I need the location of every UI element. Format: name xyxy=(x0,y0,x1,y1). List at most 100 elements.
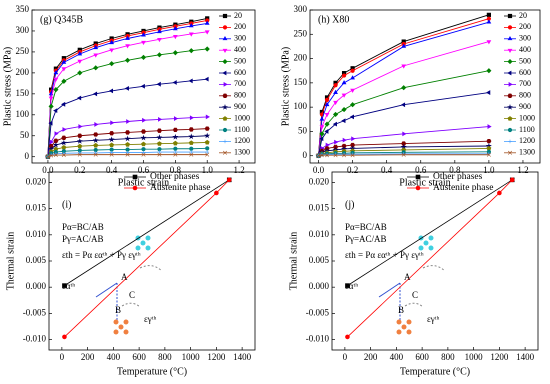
marker xyxy=(93,132,99,137)
marker xyxy=(77,51,83,56)
legend-marker xyxy=(507,59,513,65)
marker xyxy=(324,129,329,134)
marker xyxy=(173,152,178,157)
marker xyxy=(341,73,347,78)
annotation: B xyxy=(115,305,121,315)
annotation: Pγ=AC/AB xyxy=(345,234,387,244)
marker xyxy=(52,141,59,148)
x-tick-label: 0.2 xyxy=(74,165,85,175)
y-tick-label: 0.005 xyxy=(26,255,47,265)
y-tick-label: 100 xyxy=(16,109,30,119)
dashed-curve xyxy=(139,265,163,272)
marker xyxy=(350,142,356,148)
legend-label: 400 xyxy=(519,45,531,54)
y-tick-label: 0.005 xyxy=(309,255,330,265)
marker xyxy=(172,35,178,40)
x-tick-label: 0.0 xyxy=(42,165,54,175)
legend-label: 1300 xyxy=(519,148,535,157)
marker xyxy=(172,26,178,31)
marker xyxy=(324,101,330,107)
marker xyxy=(324,121,330,127)
marker xyxy=(319,131,325,137)
marker xyxy=(332,111,339,118)
marker xyxy=(140,134,147,141)
legend-label: 500 xyxy=(519,56,531,65)
x-tick-label: 0 xyxy=(343,352,348,362)
marker xyxy=(345,283,350,288)
marker xyxy=(124,86,129,91)
annotation: εth = Pα εαᵗʰ + Pγ εγᵗʰ xyxy=(62,250,141,260)
legend-label: 1000 xyxy=(519,113,535,122)
marker xyxy=(93,44,99,50)
y-tick-label: 0.015 xyxy=(26,203,47,213)
marker xyxy=(188,127,194,132)
y-tick-label: 200 xyxy=(294,53,308,63)
marker xyxy=(188,140,194,145)
marker xyxy=(173,150,178,154)
marker xyxy=(125,150,130,155)
panel-title: (h) X80 xyxy=(318,14,349,25)
marker xyxy=(156,52,163,58)
construction-line xyxy=(378,282,401,298)
legend-label: 200 xyxy=(519,22,531,31)
marker xyxy=(189,115,195,121)
marker xyxy=(53,77,59,82)
legend-marker xyxy=(222,36,228,41)
y-tick-label: 0.000 xyxy=(309,281,330,291)
marker xyxy=(61,67,67,72)
marker xyxy=(173,146,178,151)
x-tick-label: 1200 xyxy=(490,352,509,362)
marker xyxy=(189,150,194,154)
y-tick-label: 350 xyxy=(16,4,30,14)
y-tick-label: 250 xyxy=(16,46,30,56)
x-tick-label: 0.8 xyxy=(170,165,182,175)
legend-marker xyxy=(507,127,513,133)
annotation: A xyxy=(121,272,128,282)
marker xyxy=(48,103,54,109)
marker xyxy=(156,134,163,140)
marker xyxy=(172,127,178,133)
y-tick-label: -0.005 xyxy=(306,307,330,317)
y-axis-label: Plastic stress (MPa) xyxy=(2,47,13,126)
marker xyxy=(334,139,339,145)
series-line xyxy=(347,179,513,286)
marker xyxy=(188,23,194,28)
marker xyxy=(77,95,82,101)
marker xyxy=(333,89,338,94)
legend-marker xyxy=(222,59,228,65)
x-tick-label: 800 xyxy=(158,352,172,362)
bcc-icon xyxy=(418,235,434,251)
y-axis-label: Thermal strain xyxy=(5,232,16,291)
marker xyxy=(188,78,193,84)
y-tick-label: 50 xyxy=(298,125,308,135)
legend-marker xyxy=(132,185,138,191)
marker xyxy=(125,44,130,49)
marker xyxy=(401,43,407,48)
legend-label: 800 xyxy=(519,91,531,100)
x-tick-label: 0.0 xyxy=(313,165,325,175)
legend-marker xyxy=(508,82,513,87)
y-tick-label: -0.010 xyxy=(306,334,330,344)
annotation: εγᵗʰ xyxy=(427,314,439,324)
marker xyxy=(349,114,354,120)
y-tick-label: 200 xyxy=(16,67,30,77)
marker xyxy=(319,116,325,121)
marker xyxy=(53,153,58,158)
x-tick-label: 600 xyxy=(132,352,146,362)
legend-marker xyxy=(132,174,138,180)
marker xyxy=(93,151,98,155)
marker xyxy=(77,59,83,64)
x-tick-label: 0.4 xyxy=(106,165,118,175)
marker xyxy=(189,152,194,157)
legend-marker xyxy=(223,82,228,87)
legend-marker xyxy=(222,13,228,19)
marker xyxy=(125,35,130,40)
marker xyxy=(93,142,99,148)
fcc-icon xyxy=(113,319,129,335)
annotation: Pα=BC/AB xyxy=(345,222,387,232)
legend-marker xyxy=(415,174,421,180)
y-tick-label: 0.020 xyxy=(309,177,330,187)
legend-marker xyxy=(222,116,228,121)
legend-label: 300 xyxy=(234,34,246,43)
